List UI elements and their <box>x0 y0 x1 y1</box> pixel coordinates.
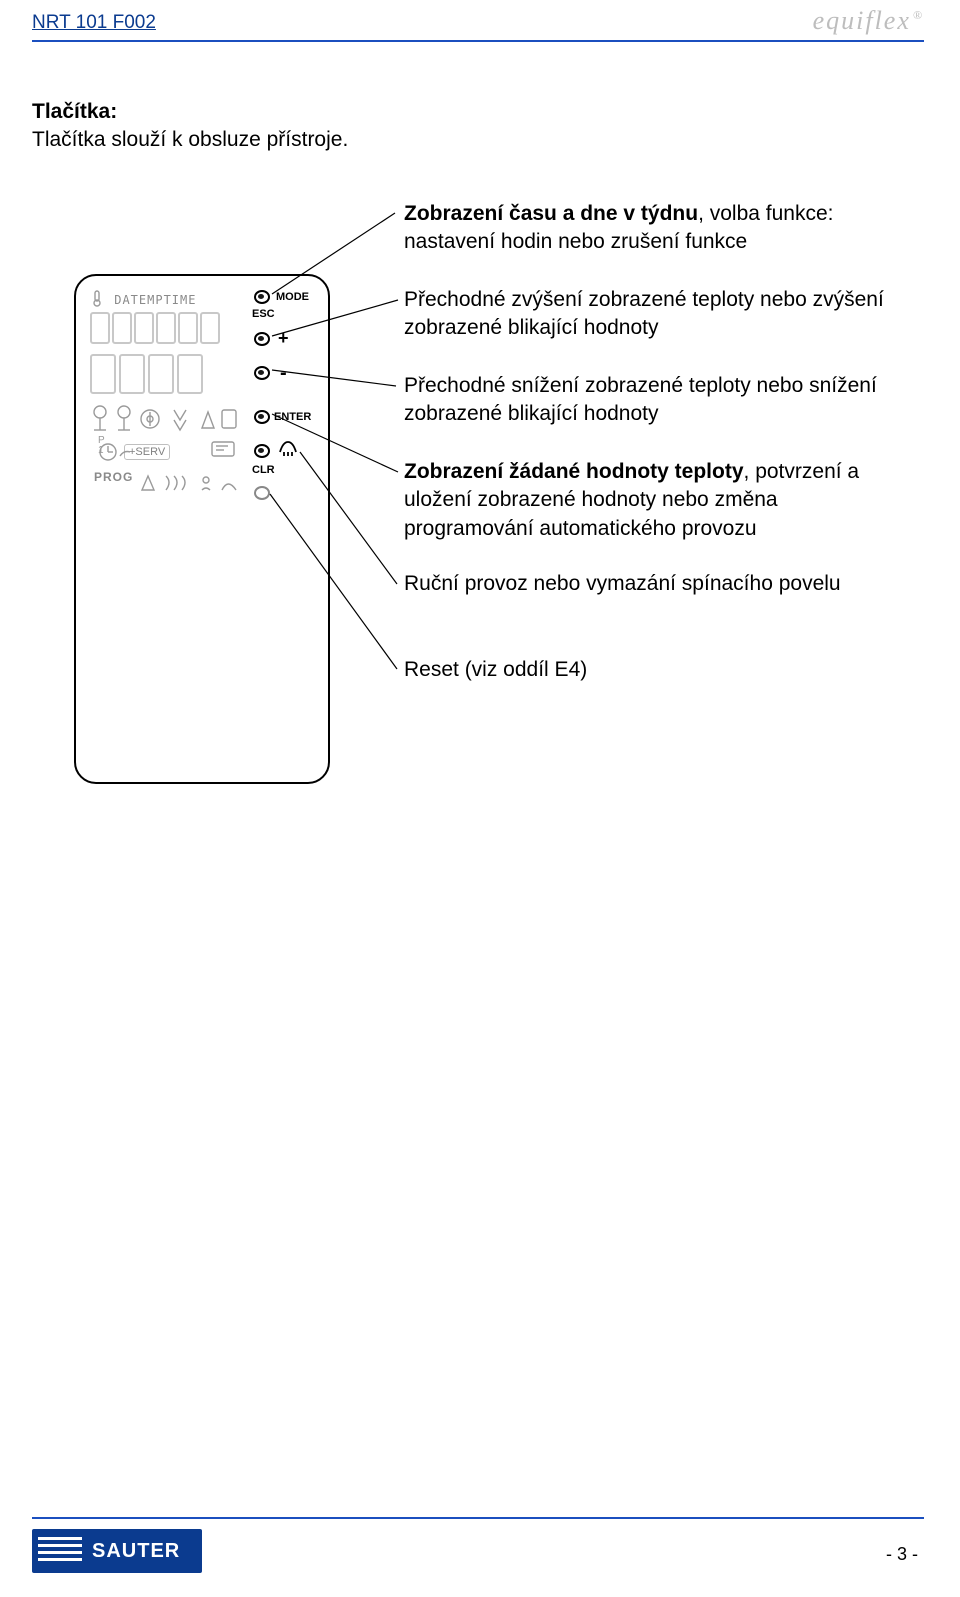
doc-code: NRT 101 F002 <box>32 12 156 34</box>
section-title: Tlačítka: <box>32 100 117 124</box>
enter-desc-bold: Zobrazení žádané hodnoty teploty <box>404 460 744 483</box>
mode-desc-bold: Zobrazení času a dne v týdnu <box>404 202 698 225</box>
footer-logo-text: SAUTER <box>92 1540 180 1563</box>
lcd-seg-row2 <box>90 354 206 399</box>
mode-description: Zobrazení času a dne v týdnu, volba funk… <box>404 200 884 257</box>
minus-button[interactable] <box>254 366 270 380</box>
enter-description: Zobrazení žádané hodnoty teploty, potvrz… <box>404 458 884 543</box>
clr-button[interactable] <box>254 444 270 458</box>
clr-description: Ruční provoz nebo vymazání spínacího pov… <box>404 570 884 598</box>
reset-button[interactable] <box>254 486 270 500</box>
hand-icon <box>276 438 306 458</box>
enter-button-label: ENTER <box>274 411 311 423</box>
mode-button[interactable] <box>254 290 270 304</box>
plus-button[interactable] <box>254 332 270 346</box>
enter-button[interactable] <box>254 410 270 424</box>
clr-button-label: CLR <box>252 464 275 476</box>
reset-description: Reset (viz oddíl E4) <box>404 656 884 684</box>
brand-text: equiflex <box>813 6 911 35</box>
device-panel: DATEMPTIME <box>74 274 330 784</box>
footer-logo: SAUTER <box>32 1529 202 1573</box>
lcd-area: DATEMPTIME <box>90 290 240 495</box>
lcd-icons-row2 <box>90 468 240 498</box>
footer-logo-bars <box>38 1537 82 1565</box>
mode-button-label: MODE <box>276 291 309 303</box>
brand-logo: equiflex® <box>813 6 924 36</box>
brand-r: ® <box>913 8 924 22</box>
header-divider <box>32 40 924 42</box>
section-subtitle: Tlačítka slouží k obsluze přístroje. <box>32 128 348 152</box>
lcd-top-text: DATEMPTIME <box>114 293 196 307</box>
minus-description: Přechodné snížení zobrazené teploty nebo… <box>404 372 884 429</box>
card-icon <box>210 438 240 462</box>
thermometer-icon <box>90 290 106 308</box>
footer-divider <box>32 1517 924 1519</box>
page-number: - 3 - <box>886 1544 918 1565</box>
page-header: NRT 101 F002 equiflex® <box>0 0 960 46</box>
plus-button-label: + <box>278 328 289 349</box>
lcd-top-row: DATEMPTIME <box>90 290 196 308</box>
lcd-icons-row1 <box>90 402 240 436</box>
lcd-seg-row1 <box>90 312 222 349</box>
clock-hand-icon <box>96 440 132 464</box>
plus-description: Přechodné zvýšení zobrazené teploty nebo… <box>404 286 884 343</box>
esc-label: ESC <box>252 308 275 320</box>
minus-button-label: - <box>280 362 287 385</box>
